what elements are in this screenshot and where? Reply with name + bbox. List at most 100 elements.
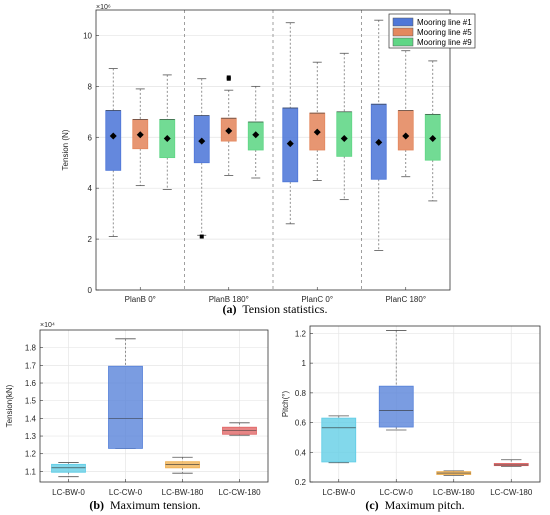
a-y-axis-label: Tension (N)	[61, 129, 70, 170]
a-box-2-2-outlier	[226, 75, 231, 80]
b-plot-area	[40, 330, 268, 482]
b-box-3-box	[165, 461, 200, 469]
a-box-2-1-outlier	[199, 234, 204, 239]
c-box-4	[493, 459, 529, 467]
c-box-1	[321, 415, 357, 464]
a-box-3-2	[309, 61, 326, 181]
b-ytick-label: 1.3	[25, 432, 37, 441]
a-legend-label-3: Mooring line #9	[417, 38, 472, 47]
a-y-exponent: ×10⁶	[96, 4, 111, 11]
a-xtick-label: PlanB 0°	[125, 295, 156, 304]
b-box-4	[222, 422, 257, 436]
a-box-1-3-mean-marker	[163, 135, 171, 143]
c-ytick-label: 1	[302, 359, 307, 368]
b-ytick-label: 1.2	[25, 450, 37, 459]
c-box-2	[378, 330, 414, 431]
a-ytick-label: 8	[88, 82, 93, 91]
b-box-2-box	[108, 365, 143, 449]
c-box-4-box	[493, 463, 529, 467]
tension-statistics-chart: 0 2 4 6 8 10 PlanB 0° PlanB 180° PlanC 0° PlanC 1…	[61, 4, 476, 304]
a-box-2-3	[247, 85, 264, 179]
a-ytick-label: 10	[83, 31, 92, 40]
caption-c-letter: (c)	[365, 498, 378, 512]
a-legend-swatch-2	[392, 27, 414, 37]
c-box-1-box	[321, 417, 357, 463]
c-box-2-box	[378, 385, 414, 428]
a-ytick-label: 6	[88, 133, 93, 142]
b-box-1	[51, 462, 86, 478]
caption-c: (c) Maximum pitch.	[365, 498, 464, 512]
a-xtick-label: PlanB 180°	[209, 295, 249, 304]
a-box-2-1	[193, 78, 210, 239]
b-ytick-label: 1.8	[25, 344, 37, 353]
caption-b: (b) Maximum tension.	[89, 498, 200, 512]
a-box-1-1	[105, 68, 122, 237]
b-y-exponent: ×10⁴	[40, 322, 55, 329]
a-box-2-1-mean-marker	[198, 137, 206, 145]
a-legend-label-2: Mooring line #5	[417, 28, 472, 37]
a-legend-swatch-3	[392, 37, 414, 47]
c-ytick-label: 1.2	[295, 329, 307, 338]
a-box-4-2-box	[397, 110, 414, 151]
b-ytick-label: 1.4	[25, 414, 37, 423]
b-y-axis-label: Tension(kN)	[5, 384, 14, 427]
b-ytick-label: 1.5	[25, 397, 37, 406]
a-box-3-1-mean-marker	[286, 140, 294, 148]
c-ytick-label: 0.2	[295, 478, 307, 487]
a-box-1-2	[132, 88, 149, 187]
a-box-4-3-mean-marker	[429, 135, 437, 143]
a-box-1-3	[159, 74, 176, 190]
c-xtick-label: LC-CW-0	[380, 488, 414, 497]
c-y-axis-label: Pitch(°)	[281, 391, 290, 418]
a-box-1-1-mean-marker	[109, 132, 117, 140]
a-legend-swatch-1	[392, 17, 414, 27]
a-box-1-1-box	[105, 110, 122, 171]
a-box-3-3-box	[336, 111, 353, 157]
c-ytick-label: 0.6	[295, 419, 307, 428]
caption-a: (a) Tension statistics.	[223, 302, 328, 316]
c-xtick-label: LC-BW-0	[322, 488, 355, 497]
maximum-tension-chart: 1.1 1.2 1.3 1.4 1.5 1.6 1.7 1.8 LC-BW-0 LC-CW-0 LC…	[5, 322, 269, 497]
b-axes-frame	[39, 329, 269, 483]
c-box-3	[436, 470, 472, 476]
b-box-1-box	[51, 463, 86, 473]
caption-c-text: Maximum pitch.	[385, 498, 465, 512]
caption-b-text: Maximum tension.	[110, 498, 201, 512]
a-box-4-1	[370, 19, 387, 251]
a-box-4-2	[397, 50, 414, 178]
a-ytick-label: 0	[88, 286, 93, 295]
b-ytick-label: 1.1	[25, 467, 37, 476]
maximum-pitch-chart: 0.2 0.4 0.6 0.8 1 1.2 LC-BW-0 LC-CW-0 LC-BW-180 L…	[281, 325, 541, 497]
b-xtick-label: LC-BW-180	[162, 488, 204, 497]
b-box-2	[108, 338, 143, 449]
a-box-1-2-mean-marker	[136, 131, 144, 139]
a-box-4-3	[424, 60, 441, 202]
a-box-2-3-mean-marker	[252, 131, 260, 139]
a-box-3-2-mean-marker	[313, 128, 321, 136]
a-ytick-label: 4	[88, 184, 93, 193]
caption-b-letter: (b)	[89, 498, 104, 512]
c-axes-frame	[309, 325, 541, 483]
c-ytick-label: 0.8	[295, 389, 307, 398]
a-ytick-label: 2	[88, 235, 93, 244]
b-ytick-label: 1.6	[25, 379, 37, 388]
b-xtick-label: LC-CW-180	[218, 488, 261, 497]
a-box-3-1	[282, 22, 299, 225]
a-legend-label-1: Mooring line #1	[417, 18, 472, 27]
b-xtick-label: LC-CW-0	[109, 488, 143, 497]
caption-a-text: Tension statistics.	[242, 302, 327, 316]
c-ytick-label: 0.4	[295, 448, 307, 457]
a-box-2-2	[220, 75, 237, 176]
a-box-3-3-mean-marker	[340, 135, 348, 143]
b-box-3	[165, 456, 200, 474]
a-xtick-label: PlanC 0°	[301, 295, 333, 304]
c-xtick-label: LC-CW-180	[490, 488, 533, 497]
a-box-2-2-mean-marker	[225, 127, 233, 135]
a-axes-frame	[95, 9, 451, 291]
a-box-3-3	[336, 52, 353, 201]
b-xtick-label: LC-BW-0	[52, 488, 85, 497]
a-box-4-1-mean-marker	[375, 138, 383, 146]
b-ytick-label: 1.7	[25, 361, 37, 370]
